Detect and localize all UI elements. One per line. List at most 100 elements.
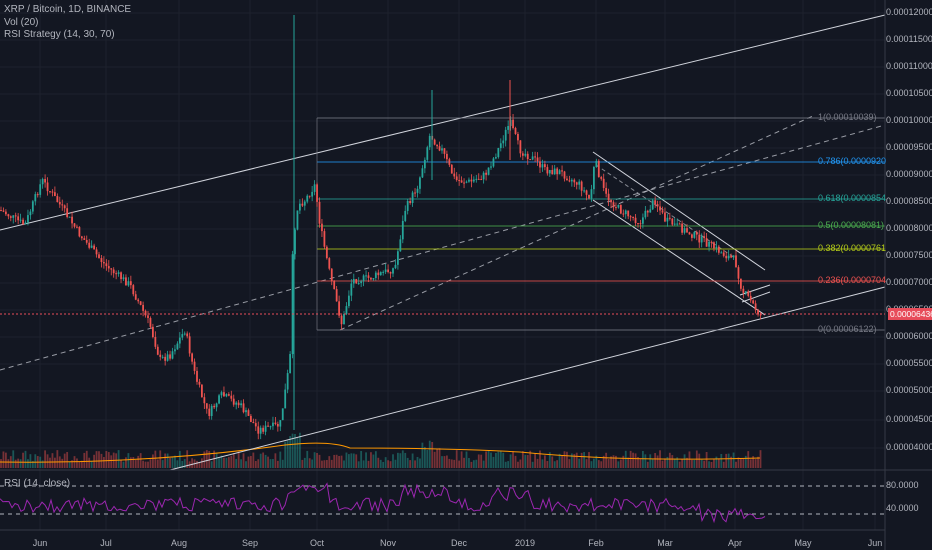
volume-bar <box>450 459 453 468</box>
volume-bar <box>171 457 174 468</box>
candle-body <box>617 205 620 208</box>
candle-body <box>705 238 708 247</box>
volume-bar <box>556 460 559 468</box>
candle-body <box>423 159 426 169</box>
candle-body <box>51 191 54 193</box>
volume-bar <box>374 451 377 468</box>
volume-bar <box>120 459 122 468</box>
candle-body <box>468 179 470 182</box>
candle-body <box>78 226 81 237</box>
candle-body <box>446 153 448 160</box>
falling-channel-upper <box>592 151 766 271</box>
volume-bar <box>325 460 328 468</box>
candle-body <box>708 241 710 247</box>
volume-bar <box>551 456 554 468</box>
volume-bar <box>740 458 742 468</box>
volume-bar <box>521 451 524 468</box>
volume-bar <box>700 459 703 468</box>
volume-bar <box>436 448 438 468</box>
volume-bar <box>149 459 152 468</box>
volume-bar <box>759 450 762 468</box>
volume-bar <box>78 461 81 468</box>
candle-body <box>333 281 336 290</box>
volume-bar <box>406 457 409 468</box>
candle-body <box>73 223 76 227</box>
volume-bar <box>122 461 125 468</box>
volume-bar <box>80 460 83 468</box>
candle-body <box>76 226 78 228</box>
volume-bar <box>485 451 487 468</box>
volume-bar <box>169 457 171 468</box>
volume-bar <box>272 459 274 468</box>
volume-bar <box>607 459 610 468</box>
rsi-indicator-label[interactable]: RSI (14, close) <box>4 478 71 489</box>
volume-bar <box>558 453 561 468</box>
candle-body <box>421 168 424 178</box>
fibonacci-retracement <box>316 117 885 331</box>
volume-bar <box>656 455 659 468</box>
volume-bar <box>340 455 343 468</box>
volume-bar <box>419 458 421 468</box>
volume-bar <box>357 461 360 468</box>
candle-body <box>367 275 370 278</box>
wedge-line <box>739 284 771 296</box>
volume-bar <box>654 453 657 468</box>
volume-bar <box>139 453 142 468</box>
volume-bar <box>367 460 370 468</box>
candle-body <box>352 278 355 284</box>
volume-bar <box>117 450 120 468</box>
wedge-line <box>741 291 771 303</box>
volume-bar <box>446 455 448 468</box>
symbol-title[interactable]: XRP / Bitcoin, 1D, BINANCE <box>4 4 132 15</box>
candle-body <box>747 291 750 296</box>
price-axis-label: 0.00004500 <box>886 414 932 424</box>
candle-body <box>36 194 39 196</box>
candle-body <box>355 278 358 284</box>
candle-body <box>276 423 279 427</box>
candle-body <box>583 190 585 192</box>
volume-bar <box>397 452 399 468</box>
volume-bar <box>377 457 380 468</box>
candle-body <box>5 211 7 215</box>
volume-bar <box>201 458 203 468</box>
volume-bar <box>409 460 412 468</box>
volume-bar <box>612 455 615 468</box>
volume-bar <box>46 454 49 468</box>
volume-bar <box>213 450 216 468</box>
volume-bar <box>715 456 718 468</box>
time-axis-label: May <box>794 538 812 548</box>
candle-body <box>240 403 242 406</box>
candle-body <box>174 349 176 352</box>
candle-body <box>497 147 500 158</box>
volume-bar <box>411 453 414 468</box>
candle-body <box>374 272 377 278</box>
volume-bar <box>681 459 683 468</box>
candle-body <box>93 245 95 250</box>
volume-bar <box>196 460 198 468</box>
candle-body <box>472 179 475 182</box>
volume-bar <box>49 457 51 468</box>
candle-body <box>365 275 367 277</box>
volume-bar <box>107 452 110 468</box>
candle-body <box>303 201 306 206</box>
candle-body <box>301 203 304 206</box>
candle-body <box>193 361 196 371</box>
candle-body <box>245 410 247 413</box>
volume-indicator-label[interactable]: Vol (20) <box>4 16 39 28</box>
candle-body <box>730 255 732 258</box>
candle-body <box>54 192 56 197</box>
volume-bar <box>497 451 500 468</box>
volume-bar <box>705 451 708 468</box>
volume-bar <box>259 453 262 468</box>
volume-bar <box>666 456 669 468</box>
volume-bar <box>276 460 279 468</box>
volume-bar <box>472 460 475 468</box>
volume-bar <box>186 450 189 468</box>
volume-bar <box>237 451 240 468</box>
candle-body <box>56 196 59 203</box>
candle-body <box>453 173 456 177</box>
strategy-indicator-label[interactable]: RSI Strategy (14, 30, 70) <box>4 29 115 40</box>
volume-bar <box>509 454 512 468</box>
volume-bar <box>105 451 108 468</box>
